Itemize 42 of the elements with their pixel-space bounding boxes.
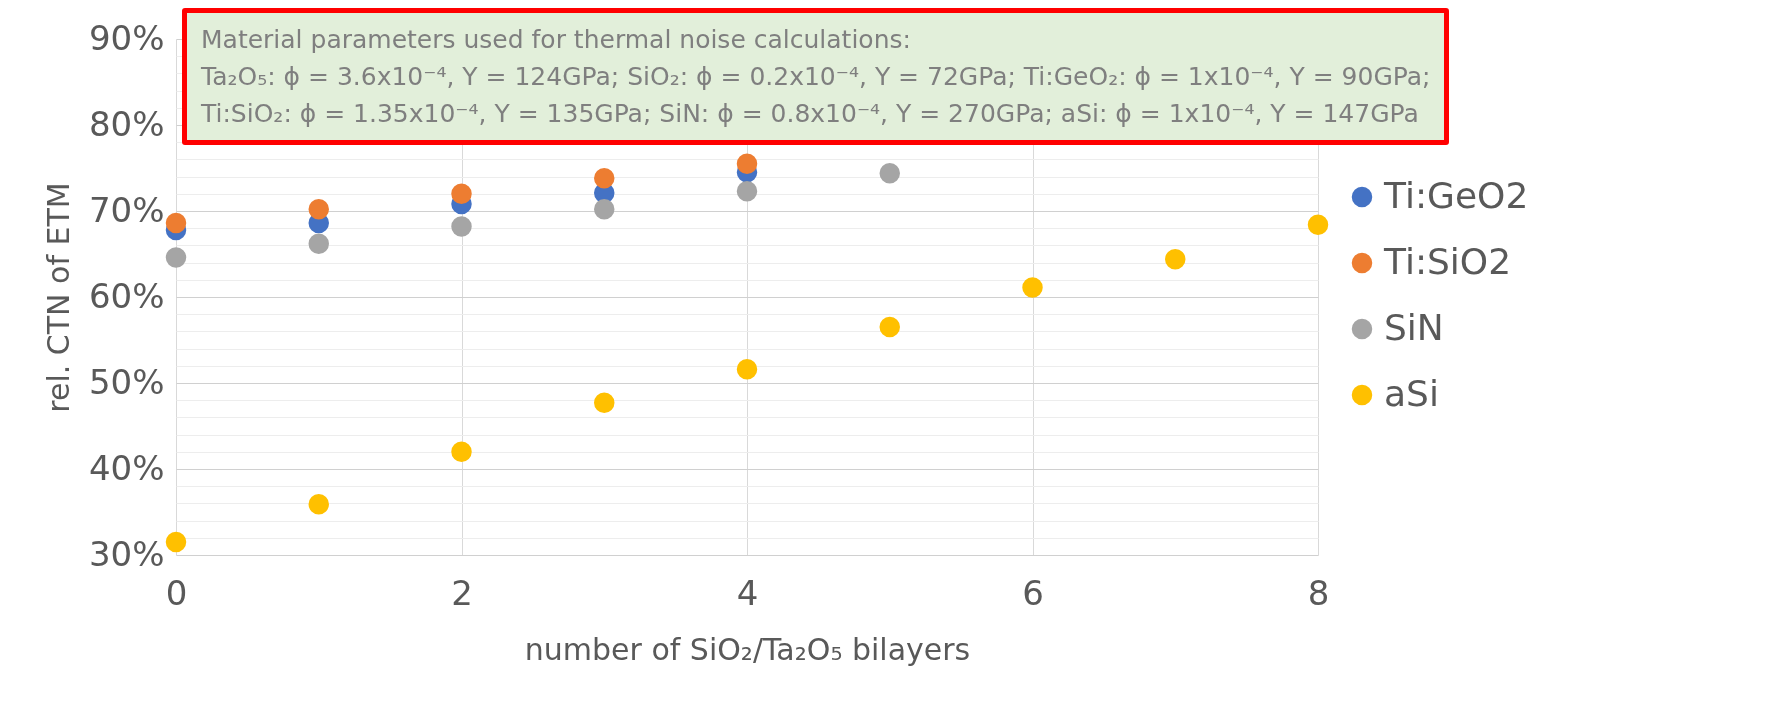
- x-tick-label: 6: [1022, 572, 1044, 613]
- legend-label: SiN: [1384, 307, 1444, 348]
- point: [879, 162, 900, 184]
- x-tick-label: 0: [165, 572, 188, 613]
- x-tick-label: 8: [1307, 572, 1330, 613]
- point: [451, 183, 472, 205]
- point: [165, 212, 187, 234]
- x-tick-label: 2: [451, 572, 473, 613]
- x-tick-label: 4: [736, 572, 759, 613]
- note-box: Material parameters used for thermal noise calculations: Ta₂O₅: ϕ = 3.6x10⁻⁴, Y = 124GPa; SiO₂: ϕ = 0.2x10⁻⁴, Y = 72GPa; Ti:GeO₂: ϕ = 1x10⁻⁴, Y = 90GPa; Ti:SiO₂: ϕ = 1.35x10⁻⁴, Y = 135GPa; SiN: ϕ = 0.8x10⁻⁴, Y = 270GPa; aSi: ϕ = 1x10⁻⁴, Y = 147GPa: [182, 8, 1450, 145]
- point: [594, 392, 615, 414]
- point: [165, 247, 187, 268]
- point: [736, 180, 758, 202]
- y-tick-label: 30%: [88, 533, 165, 574]
- point: [736, 359, 758, 380]
- point: [308, 199, 329, 220]
- point: [1307, 214, 1329, 235]
- y-tick-label: 40%: [88, 447, 165, 488]
- y-tick-label: 80%: [88, 103, 165, 144]
- annotation: Material parameters used for thermal noise calculations:: [201, 24, 912, 56]
- point: [308, 494, 329, 515]
- y-tick-label: 60%: [88, 275, 165, 316]
- point: [451, 216, 472, 237]
- point: [1022, 277, 1043, 298]
- legend-label: Ti:SiO2: [1383, 241, 1512, 282]
- annotation: Ti:SiO₂: ϕ = 1.35x10⁻⁴, Y = 135GPa; SiN: ϕ = 0.8x10⁻⁴, Y = 270GPa; aSi: ϕ = 1x10⁻⁴, Y = 147GPa: [201, 98, 1420, 130]
- annotation: Ta₂O₅: ϕ = 3.6x10⁻⁴, Y = 124GPa; SiO₂: ϕ = 0.2x10⁻⁴, Y = 72GPa; Ti:GeO₂: ϕ = 1x10⁻⁴, Y = 90GPa;: [201, 61, 1431, 93]
- point: [165, 531, 187, 553]
- point: [736, 153, 758, 174]
- point: [451, 441, 472, 463]
- y-tick-label: 50%: [88, 361, 165, 402]
- point: [594, 168, 615, 189]
- x-axis-title: number of SiO₂/Ta₂O₅ bilayers: [524, 631, 971, 667]
- point: [879, 316, 900, 338]
- y-tick-label: 90%: [88, 17, 165, 58]
- legend-label: Ti:GeO2: [1383, 175, 1529, 216]
- y-axis-title: rel. CTN of ETM: [40, 182, 76, 413]
- point: [308, 233, 329, 254]
- point: [1165, 248, 1186, 270]
- y-tick-label: 70%: [88, 189, 165, 230]
- point: [594, 199, 615, 220]
- legend-label: aSi: [1384, 373, 1439, 414]
